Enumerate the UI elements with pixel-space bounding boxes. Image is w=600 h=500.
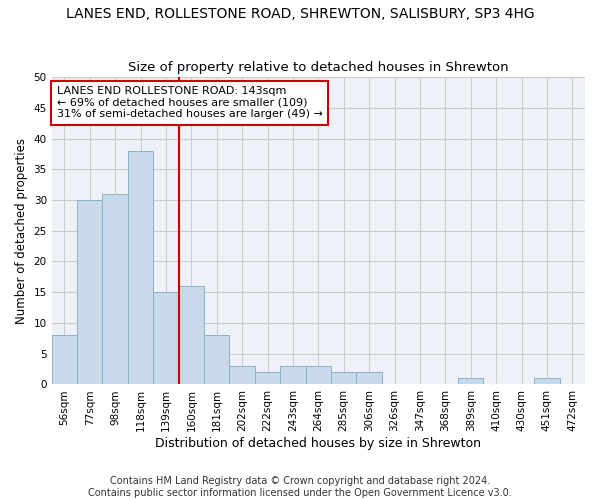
Bar	[204, 336, 229, 384]
Text: LANES END, ROLLESTONE ROAD, SHREWTON, SALISBURY, SP3 4HG: LANES END, ROLLESTONE ROAD, SHREWTON, SA…	[65, 8, 535, 22]
Bar	[458, 378, 484, 384]
Bar	[280, 366, 305, 384]
Bar	[77, 200, 103, 384]
Bar	[255, 372, 280, 384]
Bar	[331, 372, 356, 384]
Bar	[229, 366, 255, 384]
Bar	[128, 151, 153, 384]
Bar	[153, 292, 179, 384]
Title: Size of property relative to detached houses in Shrewton: Size of property relative to detached ho…	[128, 62, 509, 74]
Bar	[356, 372, 382, 384]
Bar	[179, 286, 204, 384]
Y-axis label: Number of detached properties: Number of detached properties	[15, 138, 28, 324]
Bar	[305, 366, 331, 384]
Bar	[534, 378, 560, 384]
Bar	[103, 194, 128, 384]
X-axis label: Distribution of detached houses by size in Shrewton: Distribution of detached houses by size …	[155, 437, 481, 450]
Text: Contains HM Land Registry data © Crown copyright and database right 2024.
Contai: Contains HM Land Registry data © Crown c…	[88, 476, 512, 498]
Text: LANES END ROLLESTONE ROAD: 143sqm
← 69% of detached houses are smaller (109)
31%: LANES END ROLLESTONE ROAD: 143sqm ← 69% …	[57, 86, 323, 120]
Bar	[52, 336, 77, 384]
